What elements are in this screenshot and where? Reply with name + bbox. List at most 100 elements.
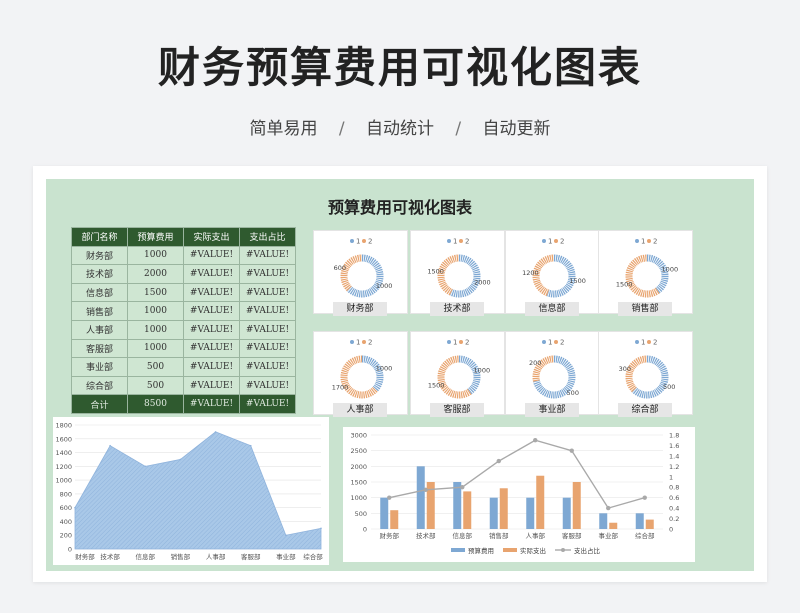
y2-tick-label: 1.6 [669, 442, 679, 450]
legend-marker-1 [542, 340, 546, 344]
bar-actual [572, 482, 581, 529]
col-header[interactable]: 预算费用 [127, 227, 184, 247]
donut-slice-1 [631, 355, 669, 399]
table-cell[interactable]: 2000 [127, 264, 184, 284]
combo-chart: 0 500 1000 1500 2000 2500 3000 0 0.2 0.4 0.6 0.8 1 1.… [343, 427, 695, 562]
table-cell[interactable]: 综合部 [71, 375, 128, 396]
tag-auto-update: 自动更新 [482, 119, 551, 139]
y-tick-label: 2500 [350, 447, 367, 455]
table-cell[interactable]: #VALUE! [183, 264, 240, 284]
donut-slice-1 [361, 355, 384, 392]
donut-card: 1 2 1500 1200 [505, 230, 600, 314]
table-total-cell[interactable]: 8500 [127, 394, 184, 414]
donut-slice-2 [437, 355, 472, 399]
x-tick-label: 财务部 [75, 552, 95, 561]
donut-value-2: 1500 [427, 268, 444, 276]
table-row: 事业部 500 #VALUE! #VALUE! [71, 357, 296, 377]
table-cell[interactable]: #VALUE! [183, 301, 240, 321]
table-cell[interactable]: 500 [127, 357, 184, 377]
donut-value-1: 1500 [569, 277, 586, 285]
y-tick-label: 1600 [55, 435, 72, 443]
legend-swatch-actual [503, 548, 517, 552]
table-header-row: 部门名称 预算费用 实际支出 支出占比 [71, 227, 296, 247]
table-cell[interactable]: 销售部 [71, 301, 128, 321]
donut-card: 1 2 2000 1500 [410, 230, 505, 314]
legend-label-1: 1 [453, 238, 457, 246]
y2-tick-label: 0.6 [669, 494, 679, 502]
table-total-cell[interactable]: #VALUE! [183, 394, 240, 414]
legend-label-1: 1 [356, 339, 360, 347]
legend-swatch-budget [451, 548, 465, 552]
donut-value-2: 600 [334, 264, 346, 272]
legend-label-2: 2 [368, 339, 372, 347]
legend-marker-2 [647, 340, 651, 344]
area-point [320, 527, 322, 530]
table-cell[interactable]: #VALUE! [239, 301, 296, 321]
y-tick-label: 800 [60, 490, 72, 498]
table-cell[interactable]: 1000 [127, 338, 184, 359]
table-cell[interactable]: #VALUE! [239, 282, 296, 303]
x-tick-label: 客服部 [562, 531, 582, 540]
bar-budget [526, 497, 535, 529]
table-cell[interactable]: 客服部 [71, 338, 128, 359]
area-point [249, 444, 252, 447]
table-cell[interactable]: 人事部 [71, 319, 128, 340]
legend-label-1: 1 [641, 238, 645, 246]
table-total-cell[interactable]: 合计 [71, 394, 128, 414]
donut-value-1: 1000 [662, 266, 679, 274]
col-header[interactable]: 支出占比 [239, 227, 296, 247]
table-cell[interactable]: 1000 [127, 245, 184, 266]
donut-svg: 1 2 500 300 [619, 339, 675, 399]
area-point [74, 506, 76, 509]
table-cell[interactable]: #VALUE! [183, 282, 240, 303]
bar-actual [536, 475, 545, 529]
table-cell[interactable]: #VALUE! [183, 245, 240, 266]
donut-slice-2 [532, 254, 555, 297]
area-point [214, 431, 217, 433]
table-cell[interactable]: 1000 [127, 301, 184, 321]
col-header[interactable]: 实际支出 [183, 227, 240, 247]
table-cell[interactable]: #VALUE! [183, 375, 240, 396]
table-cell[interactable]: 事业部 [71, 357, 128, 377]
table-cell[interactable]: 财务部 [71, 245, 128, 266]
table-cell[interactable]: #VALUE! [239, 357, 296, 377]
table-cell[interactable]: 1500 [127, 282, 184, 303]
legend-label-1: 1 [453, 339, 457, 347]
table-cell[interactable]: #VALUE! [183, 357, 240, 377]
table-row: 信息部 1500 #VALUE! #VALUE! [71, 282, 296, 303]
table-cell[interactable]: #VALUE! [183, 319, 240, 340]
y2-tick-label: 1.8 [669, 432, 679, 440]
legend-marker-1 [350, 239, 354, 243]
bar-budget [489, 497, 498, 529]
table-cell[interactable]: 技术部 [71, 264, 128, 284]
combo-chart-svg: 0 500 1000 1500 2000 2500 3000 0 0.2 0.4 0.6 0.8 1 1.… [350, 432, 679, 556]
col-header[interactable]: 部门名称 [71, 227, 128, 247]
table-cell[interactable]: 500 [127, 375, 184, 396]
table-total-cell[interactable]: #VALUE! [239, 394, 296, 414]
area-chart: 0 200 400 600 800 1000 1200 1400 1600 1800 财务部 技术部 信… [53, 417, 329, 565]
table-cell[interactable]: 1000 [127, 319, 184, 340]
y2-tick-label: 1.4 [669, 452, 679, 460]
area-chart-svg: 0 200 400 600 800 1000 1200 1400 1600 1800 财务部 技术部 信… [55, 422, 323, 562]
x-tick-label: 销售部 [489, 531, 509, 540]
table-cell[interactable]: #VALUE! [239, 264, 296, 284]
y2-tick-label: 1 [669, 473, 673, 481]
ratio-point [460, 485, 465, 490]
ratio-point [569, 448, 574, 453]
table-cell[interactable]: #VALUE! [239, 338, 296, 359]
table-cell[interactable]: #VALUE! [239, 245, 296, 266]
subtitle-tags: 简单易用 / 自动统计 / 自动更新 [0, 114, 800, 139]
donut-slice-1 [646, 254, 669, 294]
ratio-point [533, 438, 538, 443]
ratio-point [387, 495, 392, 500]
table-cell[interactable]: #VALUE! [183, 338, 240, 359]
tag-easy: 简单易用 [249, 119, 318, 139]
bar-budget [562, 497, 571, 529]
dept-label: 人事部 [333, 403, 387, 417]
x-tick-label: 销售部 [171, 552, 191, 561]
legend-label-2: 2 [465, 238, 469, 246]
legend-marker-1 [635, 340, 639, 344]
table-cell[interactable]: #VALUE! [239, 375, 296, 396]
table-cell[interactable]: 信息部 [71, 282, 128, 303]
table-cell[interactable]: #VALUE! [239, 319, 296, 340]
